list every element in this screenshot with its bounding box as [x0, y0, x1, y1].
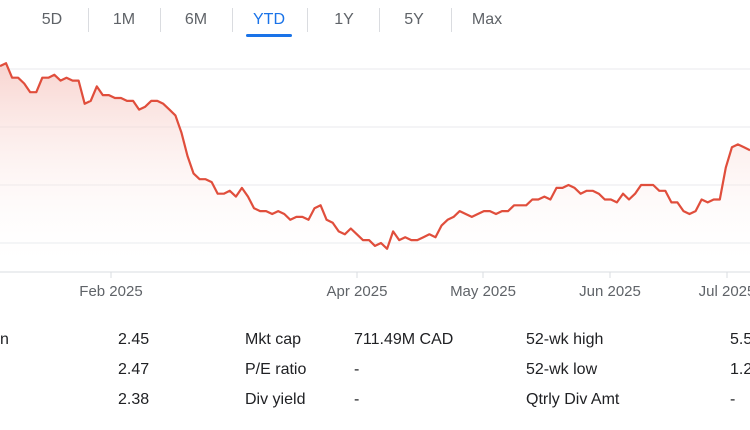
tab-ytd[interactable]: YTD: [253, 11, 285, 28]
price-chart[interactable]: Feb 2025 Apr 2025 May 2025 Jun 2025 Jul 2025: [0, 40, 750, 300]
price-line: [0, 62, 750, 250]
price-area: [0, 63, 750, 273]
tab-divider: [307, 8, 308, 32]
tab-divider: [232, 8, 233, 32]
high-52wk-label: 52-wk high: [526, 331, 604, 348]
tab-1m[interactable]: 1M: [112, 11, 136, 28]
range-tabs: 5D 1M 6M YTD 1Y 5Y Max: [0, 0, 750, 40]
qtrly-div-value: -: [730, 391, 736, 408]
tab-5d[interactable]: 5D: [41, 11, 63, 28]
tab-6m[interactable]: 6M: [184, 11, 208, 28]
x-tick-label: Jul 2025: [699, 283, 750, 300]
mkt-cap-label: Mkt cap: [245, 331, 302, 348]
active-tab-indicator: [246, 34, 292, 37]
high-52wk-value: 5.5: [730, 331, 750, 348]
div-yield-value: -: [354, 391, 360, 408]
stat-label: n: [0, 331, 9, 348]
x-tick-label: Jun 2025: [579, 283, 641, 300]
qtrly-div-label: Qtrly Div Amt: [526, 391, 620, 408]
low-52wk-label: 52-wk low: [526, 361, 598, 378]
tab-divider: [88, 8, 89, 32]
pe-ratio-value: -: [354, 361, 360, 378]
tab-1y[interactable]: 1Y: [334, 11, 354, 28]
pe-ratio-label: P/E ratio: [245, 361, 307, 378]
tab-max[interactable]: Max: [471, 11, 503, 28]
x-tick-label: May 2025: [450, 283, 516, 300]
stat-value: 2.38: [118, 391, 150, 408]
mkt-cap-value: 711.49M CAD: [354, 331, 454, 348]
stat-value: 2.45: [118, 331, 150, 348]
x-tick-label: Apr 2025: [327, 283, 388, 300]
x-tick-label: Feb 2025: [79, 283, 142, 300]
tab-divider: [160, 8, 161, 32]
low-52wk-value: 1.2: [730, 361, 750, 378]
tab-divider: [379, 8, 380, 32]
price-chart-svg: Feb 2025 Apr 2025 May 2025 Jun 2025 Jul 2025: [0, 62, 750, 300]
x-axis-ticks: Feb 2025 Apr 2025 May 2025 Jun 2025 Jul 2025: [79, 272, 750, 300]
div-yield-label: Div yield: [245, 391, 306, 408]
tab-5y[interactable]: 5Y: [404, 11, 424, 28]
tab-divider: [451, 8, 452, 32]
key-stats: n 2.45 2.47 2.38 Mkt cap 711.49M CAD P/E…: [0, 300, 750, 430]
stat-value: 2.47: [118, 361, 150, 378]
